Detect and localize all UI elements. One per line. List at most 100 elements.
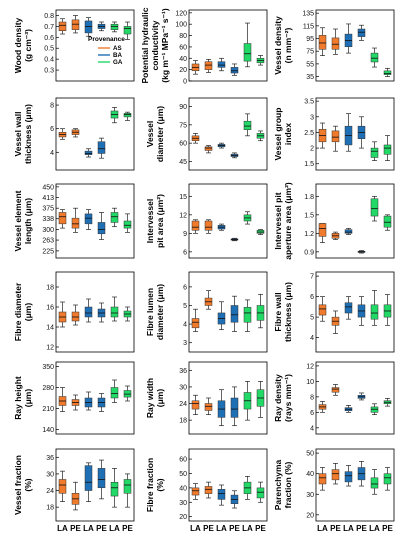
x-tick-label: LA bbox=[242, 524, 253, 533]
x-tick-label: LA bbox=[343, 524, 354, 533]
y-axis-title: index bbox=[283, 123, 293, 145]
y-tick-label: 36 bbox=[179, 368, 187, 375]
y-tick-label: 1.2 bbox=[304, 231, 314, 238]
plot-frame bbox=[55, 97, 135, 171]
y-tick-label: 3 bbox=[183, 340, 187, 347]
box-iqr bbox=[84, 465, 93, 491]
x-tick-label: PE bbox=[203, 524, 214, 533]
y-tick-label: 6 bbox=[310, 294, 314, 301]
y-tick-label: 50 bbox=[306, 451, 314, 458]
plot-frame bbox=[315, 271, 395, 353]
box-iqr bbox=[217, 61, 226, 68]
box-iqr bbox=[204, 61, 213, 70]
y-axis-title: (g cm⁻³) bbox=[23, 29, 33, 62]
box-iqr bbox=[318, 35, 327, 50]
plot-frame bbox=[188, 361, 268, 435]
box-iqr bbox=[71, 19, 80, 30]
box-iqr bbox=[331, 469, 340, 481]
y-tick-label: 0.3 bbox=[44, 68, 54, 75]
y-tick-label: 95 bbox=[306, 36, 314, 43]
y-axis-title: Vessel element bbox=[13, 190, 23, 251]
y-axis-title: Fibre fraction bbox=[145, 458, 155, 512]
y-tick-label: 1.5 bbox=[304, 161, 314, 168]
plot-frame bbox=[188, 183, 268, 259]
plot-frame bbox=[315, 183, 395, 259]
box-iqr bbox=[344, 302, 353, 314]
box-iqr bbox=[97, 222, 106, 235]
box-iqr bbox=[123, 479, 132, 494]
box-iqr bbox=[383, 70, 392, 75]
box-iqr bbox=[110, 212, 119, 223]
y-tick-label: 18 bbox=[46, 285, 54, 292]
y-tick-label: 6 bbox=[50, 126, 54, 133]
box-iqr bbox=[331, 387, 340, 393]
y-axis-title: (%) bbox=[155, 478, 165, 491]
plot-frame bbox=[315, 9, 395, 82]
y-tick-label: 20 bbox=[179, 67, 187, 74]
y-axis-title: thickness (μm) bbox=[23, 104, 33, 164]
y-tick-label: 80 bbox=[179, 33, 187, 40]
box-iqr bbox=[370, 477, 379, 489]
x-tick-label: PE bbox=[330, 524, 341, 533]
box-iqr bbox=[204, 220, 213, 231]
box-iqr bbox=[357, 28, 366, 37]
y-axis-title: Vessel fraction bbox=[13, 455, 23, 515]
y-tick-label: 225 bbox=[42, 248, 54, 255]
plot-frame bbox=[188, 9, 268, 82]
y-axis-title: conductivity bbox=[150, 20, 160, 70]
y-tick-label: 3 bbox=[310, 114, 314, 121]
y-tick-label: 14 bbox=[46, 325, 54, 332]
y-tick-label: 120 bbox=[175, 10, 187, 17]
y-tick-label: 50 bbox=[179, 471, 187, 478]
box-iqr bbox=[84, 213, 93, 225]
y-tick-label: 40 bbox=[179, 56, 187, 63]
box-iqr bbox=[110, 387, 119, 399]
y-tick-label: 4 bbox=[310, 425, 314, 432]
y-tick-label: 140 bbox=[42, 427, 54, 434]
box-iqr bbox=[204, 486, 213, 494]
box-iqr bbox=[243, 307, 252, 323]
box-iqr bbox=[243, 43, 252, 62]
box-iqr bbox=[243, 120, 252, 130]
box-iqr bbox=[230, 305, 239, 323]
y-tick-label: 16 bbox=[46, 305, 54, 312]
y-tick-label: 0.5 bbox=[44, 46, 54, 53]
box-iqr bbox=[123, 113, 132, 118]
y-tick-label: 40 bbox=[306, 471, 314, 478]
box-iqr bbox=[370, 52, 379, 63]
y-tick-label: 4 bbox=[50, 150, 54, 157]
y-tick-label: 6 bbox=[310, 410, 314, 417]
y-tick-label: 263 bbox=[42, 238, 54, 245]
y-axis-title: Fibre wall bbox=[273, 292, 283, 331]
y-axis-title: Vessel density bbox=[273, 16, 283, 75]
y-tick-label: 5 bbox=[183, 303, 187, 310]
plot-frame bbox=[55, 183, 135, 259]
y-tick-label: 75 bbox=[179, 122, 187, 129]
box-iqr bbox=[110, 481, 119, 497]
y-tick-label: 1.5 bbox=[304, 212, 314, 219]
x-tick-label: PE bbox=[96, 524, 107, 533]
box-iqr bbox=[318, 223, 327, 237]
y-tick-label: 2.5 bbox=[304, 130, 314, 137]
box-iqr bbox=[344, 471, 353, 483]
x-tick-label: PE bbox=[255, 524, 266, 533]
y-tick-label: 20 bbox=[306, 512, 314, 519]
box-iqr bbox=[331, 37, 340, 50]
y-tick-label: 300 bbox=[42, 227, 54, 234]
x-tick-label: LA bbox=[83, 524, 94, 533]
box-iqr bbox=[84, 20, 93, 34]
y-tick-label: 12 bbox=[46, 345, 54, 352]
y-axis-title: Intervessel bbox=[145, 199, 155, 243]
box-iqr bbox=[58, 21, 67, 32]
y-tick-label: 2 bbox=[310, 146, 314, 153]
y-tick-label: 450 bbox=[42, 184, 54, 191]
legend-label-ga: GA bbox=[113, 59, 123, 66]
y-tick-label: 55 bbox=[306, 61, 314, 68]
y-axis-title: (kg m⁻¹ MPa⁻¹ s⁻¹) bbox=[160, 8, 170, 83]
y-axis-title: Wood density bbox=[13, 17, 23, 73]
y-tick-label: 30 bbox=[306, 492, 314, 499]
y-tick-label: 10 bbox=[306, 379, 314, 386]
y-tick-label: 3.5 bbox=[304, 99, 314, 106]
